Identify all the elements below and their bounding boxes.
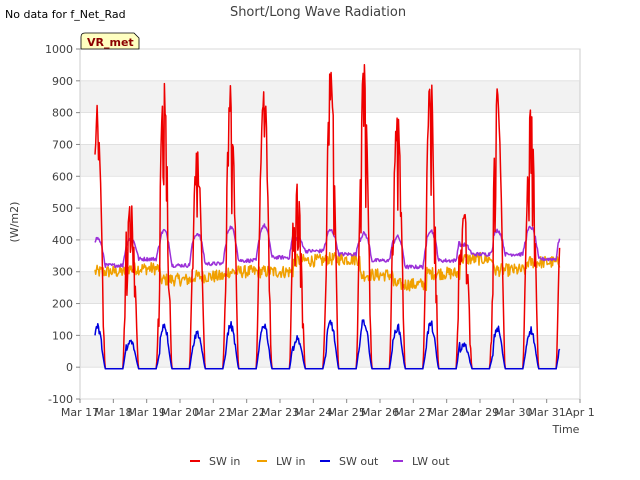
- plot-band: [80, 144, 580, 177]
- y-tick-label: -100: [48, 393, 73, 406]
- legend: SW in LW in SW out LW out: [190, 455, 450, 468]
- x-tick-label: Apr 1: [565, 406, 595, 419]
- y-tick-label: 700: [52, 138, 73, 151]
- legend-item: SW in: [190, 455, 240, 468]
- x-tick-label: Mar 23: [261, 406, 299, 419]
- legend-label: LW out: [412, 455, 450, 468]
- x-tick-label: Mar 17: [61, 406, 99, 419]
- y-tick-label: 200: [52, 298, 73, 311]
- plot-band: [80, 367, 580, 399]
- series-line-sw-out: [94, 319, 561, 370]
- plot-band: [80, 303, 580, 336]
- legend-label: SW in: [209, 455, 240, 468]
- x-tick-label: Mar 27: [394, 406, 432, 419]
- legend-item: SW out: [320, 455, 379, 468]
- x-tick-label: Mar 18: [94, 406, 132, 419]
- series-layer: [94, 64, 561, 370]
- x-axis-label: Time: [552, 423, 580, 436]
- y-axis-label: (W/m2): [8, 202, 21, 243]
- site-badge: VR_met: [80, 32, 140, 50]
- legend-item: LW out: [393, 455, 450, 468]
- y-tick-label: 0: [66, 361, 73, 374]
- no-data-note: No data for f_Net_Rad: [5, 8, 126, 21]
- x-tick-label: Mar 20: [161, 406, 199, 419]
- legend-item: LW in: [257, 455, 306, 468]
- x-tick-label: Mar 26: [361, 406, 399, 419]
- site-badge-label: VR_met: [87, 36, 134, 49]
- plot-band: [80, 335, 580, 368]
- x-tick-label: Mar 29: [461, 406, 499, 419]
- x-tick-label: Mar 30: [494, 406, 532, 419]
- x-tick-label: Mar 24: [294, 406, 332, 419]
- x-tick-label: Mar 31: [528, 406, 566, 419]
- legend-label: SW out: [339, 455, 379, 468]
- legend-label: LW in: [276, 455, 306, 468]
- y-tick-label: 300: [52, 266, 73, 279]
- plot-band: [80, 271, 580, 304]
- plot-band: [80, 208, 580, 240]
- y-tick-label: 1000: [45, 43, 73, 56]
- x-tick-label: Mar 21: [194, 406, 232, 419]
- x-tick-label: Mar 19: [128, 406, 166, 419]
- series-line-lw-in: [94, 251, 561, 292]
- y-tick-label: 400: [52, 234, 73, 247]
- x-tick-label: Mar 22: [228, 406, 266, 419]
- y-tick-label: 800: [52, 107, 73, 120]
- y-tick-label: 100: [52, 329, 73, 342]
- x-tick-label: Mar 25: [328, 406, 366, 419]
- y-tick-label: 900: [52, 75, 73, 88]
- y-tick-label: 500: [52, 202, 73, 215]
- x-tick-label: Mar 28: [428, 406, 466, 419]
- plot-band: [80, 176, 580, 209]
- y-tick-label: 600: [52, 170, 73, 183]
- chart-title: Short/Long Wave Radiation: [230, 5, 406, 20]
